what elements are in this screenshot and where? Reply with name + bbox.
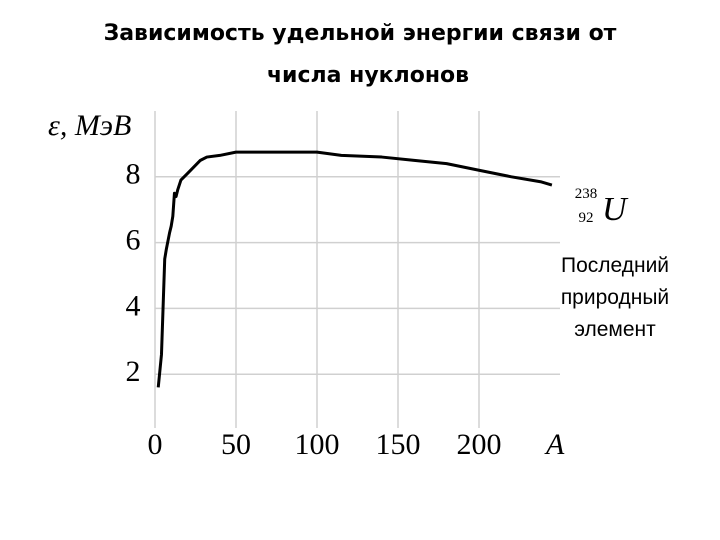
nuclide-symbol: U xyxy=(602,191,629,228)
chart-title: числа нуклонов xyxy=(267,63,469,88)
y-axis-label: ε, МэВ xyxy=(48,109,131,142)
note: природный xyxy=(561,286,669,309)
chart-title: Зависимость удельной энергии связи от xyxy=(104,21,617,46)
x-tick-label: 50 xyxy=(221,428,251,461)
y-tick-label: 2 xyxy=(126,355,141,388)
note: Последний xyxy=(561,254,669,277)
y-tick-label: 6 xyxy=(126,223,141,256)
y-tick-label: 4 xyxy=(126,289,141,322)
x-tick-label: 150 xyxy=(376,428,421,461)
x-tick-label: 200 xyxy=(457,428,502,461)
nuclide-charge: 92 xyxy=(579,210,594,226)
x-tick-label: 0 xyxy=(148,428,163,461)
x-tick-label: 100 xyxy=(295,428,340,461)
x-axis-label: A xyxy=(544,428,565,461)
line xyxy=(156,150,553,388)
nuclide-mass: 238 xyxy=(575,186,598,202)
note: элемент xyxy=(574,318,656,341)
y-tick-label: 8 xyxy=(126,158,141,191)
